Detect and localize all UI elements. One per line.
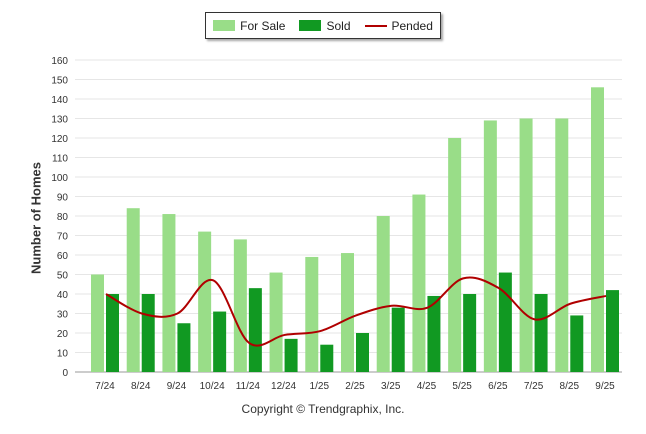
bar-for-sale[interactable]: [198, 231, 212, 372]
x-tick-label: 9/24: [167, 381, 187, 392]
bar-for-sale[interactable]: [591, 87, 604, 373]
pended-line-group: [105, 276, 607, 347]
bar-for-sale[interactable]: [91, 274, 104, 373]
bar-sold[interactable]: [248, 288, 262, 372]
y-tick-label: 110: [52, 154, 68, 165]
bar-for-sale[interactable]: [269, 272, 283, 372]
y-tick-label: 100: [51, 173, 68, 184]
y-tick-label: 120: [51, 134, 68, 145]
y-axis-title: Number of Homes: [28, 162, 44, 274]
bar-for-sale[interactable]: [519, 118, 533, 373]
bar-for-sale[interactable]: [162, 214, 176, 372]
bar-sold[interactable]: [463, 294, 477, 372]
y-tick-label: 60: [57, 251, 69, 262]
x-tick-label: 4/25: [417, 381, 437, 392]
legend-label-pended: Pended: [391, 18, 433, 33]
x-tick-label: 2/25: [345, 381, 365, 392]
y-tick-label: 40: [57, 290, 69, 301]
x-tick-label: 7/25: [524, 381, 544, 392]
x-tick-label: 5/25: [452, 381, 472, 392]
y-tick-label: 140: [51, 95, 68, 106]
bar-sold[interactable]: [570, 315, 584, 372]
legend-label-for-sale: For Sale: [240, 18, 286, 33]
x-tick-label: 11/24: [236, 381, 261, 392]
x-tick-label: 7/24: [95, 381, 115, 392]
bar-sold[interactable]: [391, 307, 405, 372]
bar-sold[interactable]: [534, 294, 548, 372]
bar-sold[interactable]: [177, 323, 191, 372]
y-tick-labels: 0 10 20 30 40 50 60 70 80 90 100 110 120 130 140 150 160: [51, 56, 68, 379]
y-tick-label: 150: [51, 76, 68, 87]
x-tick-label: 8/25: [560, 381, 580, 392]
x-tick-label: 9/25: [595, 381, 615, 392]
bar-sold[interactable]: [213, 311, 227, 372]
x-tick-label: 6/25: [488, 381, 508, 392]
bar-sold[interactable]: [141, 294, 155, 372]
bar-for-sale[interactable]: [448, 138, 462, 372]
y-tick-label: 90: [57, 193, 69, 204]
bar-for-sale[interactable]: [483, 120, 497, 372]
y-tick-label: 10: [57, 349, 69, 360]
legend-swatch-pended: [364, 24, 387, 27]
y-tick-label: 130: [51, 115, 68, 126]
y-tick-label: 0: [62, 368, 68, 379]
bar-sold[interactable]: [356, 333, 369, 372]
bar-for-sale[interactable]: [233, 239, 247, 372]
y-tick-label: 30: [57, 310, 69, 321]
bar-for-sale[interactable]: [376, 216, 390, 372]
x-tick-label: 1/25: [310, 381, 330, 392]
copyright-text: Copyright © Trendgraphix, Inc.: [241, 402, 405, 416]
legend: For Sale Sold Pended: [205, 12, 441, 39]
bar-sold[interactable]: [606, 290, 619, 372]
x-tick-label: 3/25: [381, 381, 401, 392]
bar-for-sale[interactable]: [412, 194, 426, 372]
x-tick-label: 12/24: [271, 381, 296, 392]
bars: [91, 87, 619, 373]
x-tick-labels: 7/24 8/24 9/24 10/24 11/24 12/24 1/25 2/25 3/25 4…: [95, 381, 615, 392]
legend-item-for-sale[interactable]: For Sale: [213, 19, 285, 33]
y-tick-label: 50: [57, 271, 69, 282]
y-tick-label: 80: [57, 212, 69, 223]
bar-for-sale[interactable]: [341, 253, 354, 372]
bar-for-sale[interactable]: [126, 208, 140, 372]
legend-label-sold: Sold: [326, 18, 351, 33]
x-tick-label: 10/24: [200, 381, 225, 392]
bar-sold[interactable]: [106, 294, 119, 372]
bar-sold[interactable]: [320, 344, 334, 372]
legend-swatch-for-sale: [213, 20, 236, 31]
bar-for-sale[interactable]: [555, 118, 569, 373]
bar-for-sale[interactable]: [305, 256, 319, 372]
bar-sold[interactable]: [498, 272, 512, 372]
legend-swatch-sold: [299, 20, 322, 31]
bar-sold[interactable]: [427, 295, 441, 372]
x-tick-label: 8/24: [131, 381, 151, 392]
y-tick-label: 160: [51, 56, 68, 67]
y-tick-label: 20: [57, 329, 69, 340]
legend-item-pended[interactable]: Pended: [364, 18, 433, 33]
bar-sold[interactable]: [284, 338, 298, 372]
y-tick-label: 70: [57, 232, 69, 243]
legend-item-sold[interactable]: Sold: [299, 18, 351, 33]
pended-line[interactable]: [105, 276, 607, 347]
